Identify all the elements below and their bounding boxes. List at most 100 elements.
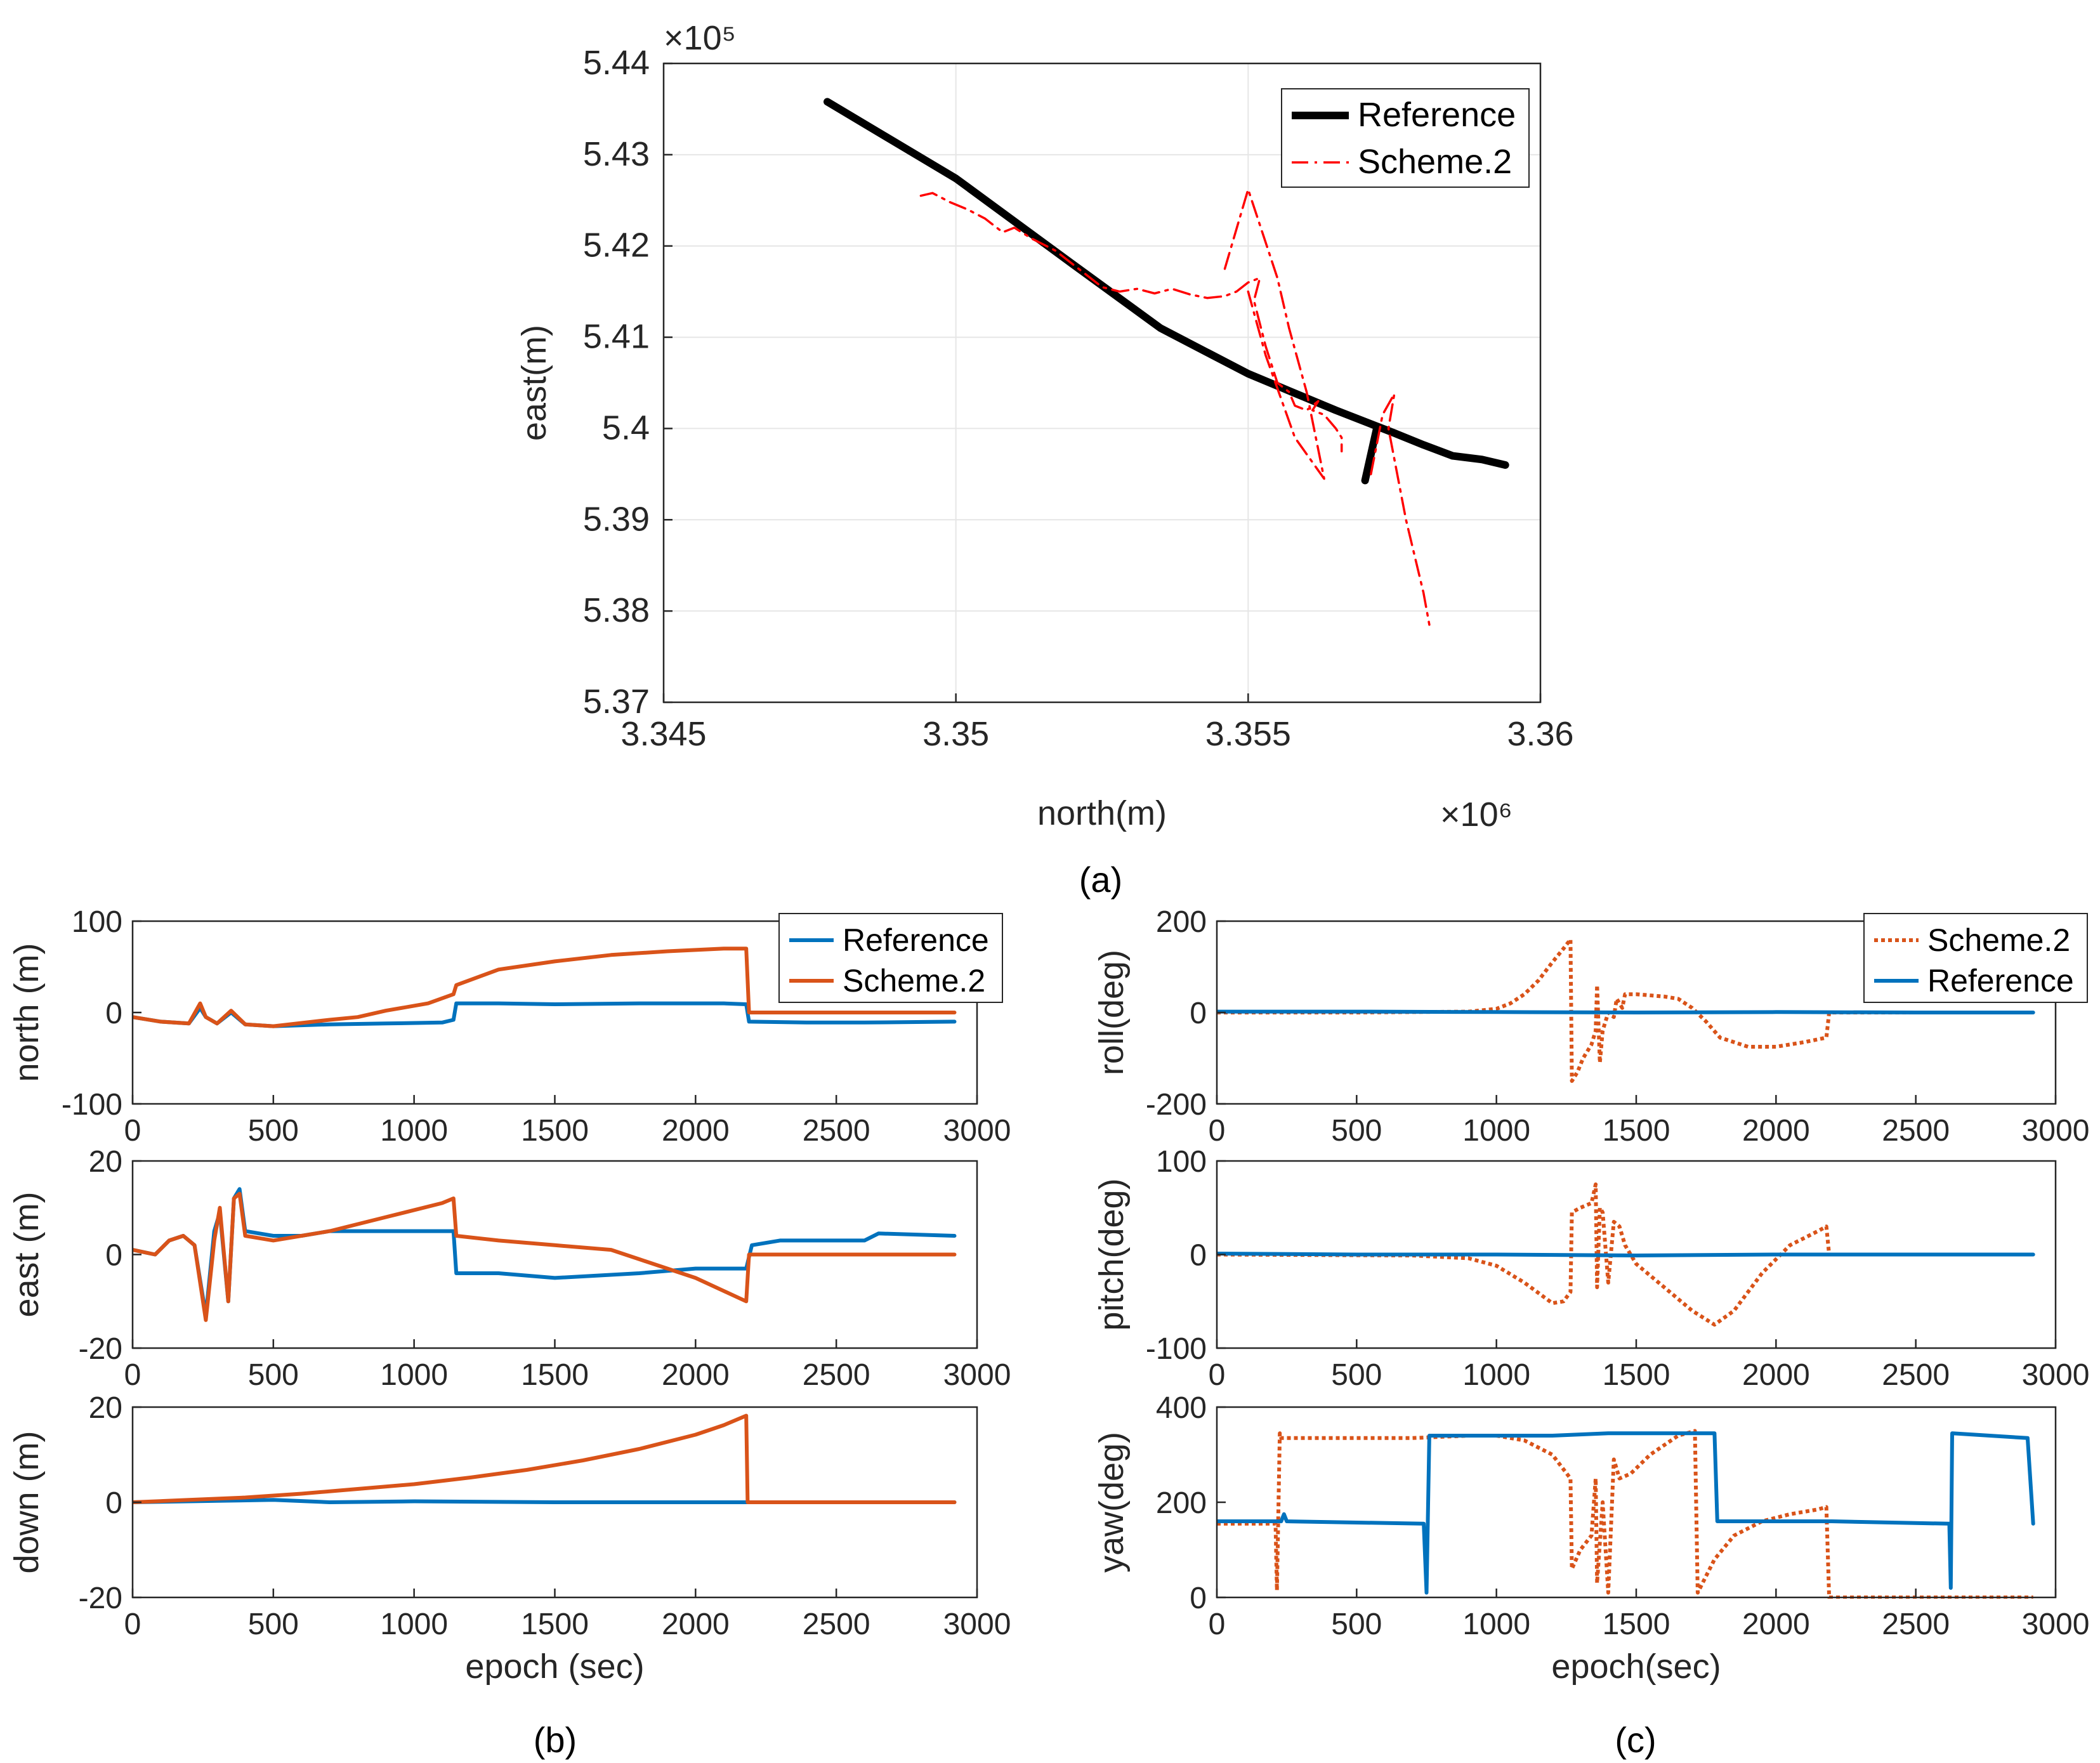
y-tick-label: -20: [79, 1582, 122, 1615]
panel-caption: (c): [1615, 1720, 1656, 1760]
x-tick-label: 1000: [1462, 1358, 1530, 1392]
y-tick-label: 20: [89, 1145, 122, 1179]
series-line-reference: [1217, 1009, 2035, 1014]
y-axis-label: north (m): [8, 943, 46, 1082]
y-axis-label: yaw(deg): [1093, 1432, 1131, 1573]
chart-c2: 0 500 1000 1500 2000 2500 3000-1000100pitch(de…: [1093, 1145, 2089, 1392]
x-tick-label: 0: [1209, 1114, 1226, 1148]
series-group: [1217, 1429, 2035, 1599]
x-tick-label: 1500: [1603, 1114, 1670, 1148]
legend-label: Reference: [1927, 963, 2074, 999]
x-tick-label: 1000: [380, 1358, 448, 1392]
y-tick-label: -100: [1146, 1332, 1207, 1366]
y-tick-label: -200: [1146, 1088, 1207, 1122]
axes-box: [662, 62, 1542, 704]
x-tick-label: 2500: [1882, 1358, 1950, 1392]
chart-c1: 0 500 1000 1500 2000 2500 3000-2000200roll(deg…: [1093, 905, 2089, 1148]
x-tick-label: 2500: [803, 1114, 870, 1148]
y-tick-label: 400: [1156, 1391, 1207, 1425]
series-line-reference-short-segment: [1361, 424, 1381, 485]
y-axis-label: roll(deg): [1093, 950, 1131, 1075]
y-axis-label: east (m): [8, 1191, 46, 1317]
plot-area: [1217, 1407, 2056, 1597]
x-tick-label: 500: [1331, 1608, 1382, 1641]
series-group: [824, 98, 1509, 626]
x-tick-label: 2500: [803, 1358, 870, 1392]
legend-label: Reference: [843, 922, 989, 958]
x-axis-label: north(m): [1037, 794, 1167, 832]
series-line-scheme-2: [1217, 1429, 2033, 1599]
x-tick-label: 3000: [943, 1114, 1011, 1148]
x-tick-label: 1500: [521, 1114, 589, 1148]
series-line-scheme-2: [133, 1191, 957, 1322]
x-tick-label: 3000: [2022, 1358, 2090, 1392]
y-tick-label: 100: [1156, 1145, 1207, 1179]
chart-a: 3.345 3.35 3.355 3.36 5.37 5.38 5.39 5.4 5.41 5.4…: [515, 19, 1574, 900]
legend-label: Scheme.2: [843, 963, 985, 999]
x-tick-label: 500: [248, 1114, 299, 1148]
x-tick-label: 3.36: [1507, 715, 1573, 753]
x-tick-label: 0: [1209, 1358, 1226, 1392]
legend-label: Scheme.2: [1927, 922, 2070, 958]
y-tick-label: 200: [1156, 1486, 1207, 1520]
y-tick-label: 5.42: [583, 226, 650, 265]
y-exponent-label: ×10⁵: [664, 19, 736, 57]
panel-caption: (a): [1079, 860, 1122, 900]
series-line-scheme-2: [919, 192, 1343, 453]
x-tick-label: 3000: [943, 1608, 1011, 1641]
y-tick-label: -20: [79, 1332, 122, 1366]
x-tick-label: 3000: [2022, 1608, 2090, 1641]
x-tick-label: 500: [248, 1608, 299, 1641]
series-line-scheme-2: [133, 1413, 957, 1504]
legend-box: [1863, 913, 2088, 1003]
x-tick-label: 2500: [1882, 1608, 1950, 1641]
x-tick-label: 2500: [1882, 1114, 1950, 1148]
legend-box: [778, 913, 1003, 1003]
x-tick-label: 0: [124, 1358, 141, 1392]
x-tick-label: 3.35: [922, 715, 989, 753]
y-tick-label: 5.43: [583, 135, 650, 173]
x-tick-label: 0: [124, 1114, 141, 1148]
x-tick-label: 1500: [521, 1358, 589, 1392]
x-axis-label: epoch (sec): [465, 1648, 644, 1686]
y-tick-label: 0: [1190, 997, 1207, 1030]
panel-caption: (b): [534, 1720, 577, 1760]
x-exponent-label: ×10⁶: [1440, 796, 1513, 834]
x-tick-label: 500: [1331, 1358, 1382, 1392]
y-tick-label: 5.44: [583, 44, 650, 82]
x-tick-label: 500: [1331, 1114, 1382, 1148]
series-line-scheme-2: [1217, 1182, 2033, 1327]
x-tick-label: 2000: [1742, 1358, 1810, 1392]
y-tick-label: 0: [1190, 1582, 1207, 1615]
x-axis-label: epoch(sec): [1551, 1648, 1721, 1686]
x-tick-label: 3000: [2022, 1114, 2090, 1148]
legend-box: [1281, 88, 1530, 188]
y-tick-label: 0: [105, 1486, 122, 1520]
legend: Reference Scheme.2: [778, 913, 1003, 1003]
x-tick-label: 1000: [1462, 1114, 1530, 1148]
y-tick-label: 5.4: [602, 409, 650, 447]
x-tick-label: 2000: [662, 1358, 730, 1392]
series-group: [1217, 937, 2035, 1083]
x-tick-label: 1500: [1603, 1358, 1670, 1392]
legend-label: Scheme.2: [1358, 143, 1512, 181]
y-tick-label: 20: [89, 1391, 122, 1425]
x-tick-label: 2000: [1742, 1114, 1810, 1148]
legend-label: Reference: [1358, 96, 1516, 134]
series-group: [133, 1187, 957, 1322]
series-group: [133, 1413, 957, 1504]
y-axis-label: east(m): [515, 325, 553, 441]
x-tick-label: 2000: [1742, 1608, 1810, 1641]
y-tick-label: -100: [62, 1088, 122, 1122]
series-line-scheme-2-jumps: [1223, 188, 1325, 480]
x-tick-label: 3.345: [620, 715, 706, 753]
y-axis-label: down (m): [8, 1431, 46, 1573]
x-tick-label: 1000: [1462, 1608, 1530, 1641]
y-axis-label: pitch(deg): [1093, 1178, 1131, 1330]
y-tick-label: 0: [105, 997, 122, 1030]
legend: Reference Scheme.2: [1281, 88, 1530, 188]
series-group: [1217, 1182, 2035, 1327]
